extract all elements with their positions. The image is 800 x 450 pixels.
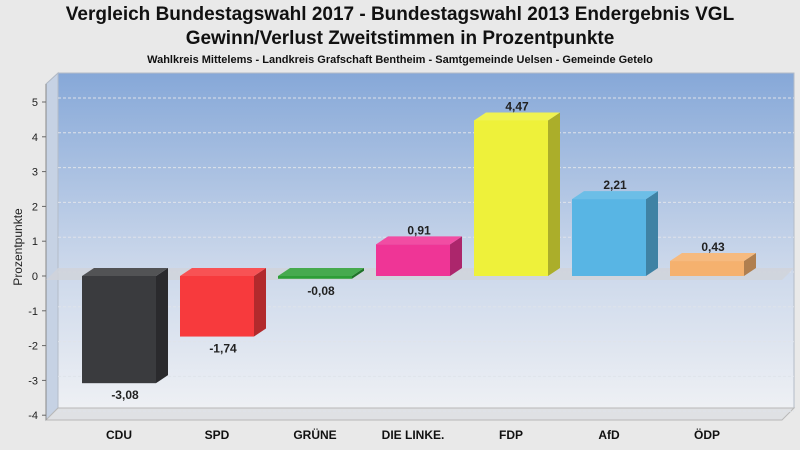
x-tick-label: SPD: [205, 428, 230, 442]
bar-top: [572, 191, 658, 200]
y-tick-label: -4: [28, 410, 38, 422]
y-tick-label: 1: [32, 236, 38, 248]
bar-top: [670, 253, 756, 262]
data-label: 0,91: [407, 223, 431, 237]
y-axis-label: Prozentpunkte: [11, 208, 25, 286]
bar-die-linke: [376, 236, 462, 276]
chart-title-line2: Gewinn/Verlust Zweitstimmen in Prozentpu…: [185, 28, 615, 49]
plot-floor: [44, 407, 796, 421]
x-tick-label: AfD: [598, 428, 620, 442]
bar-side: [156, 268, 168, 384]
bar-front: [376, 244, 450, 276]
bar-side: [744, 253, 756, 276]
y-tick-label: 5: [32, 97, 38, 109]
y-tick-label: 0: [32, 271, 38, 283]
y-tick-label: 2: [32, 201, 38, 213]
bar-cdu: [82, 268, 168, 384]
x-tick-label: DIE LINKE.: [382, 428, 445, 442]
data-label: -3,08: [111, 388, 139, 402]
bar-side: [646, 191, 658, 276]
bar-side: [352, 268, 364, 279]
y-tick-label: 3: [32, 167, 38, 179]
bar-top: [474, 112, 560, 121]
bar-fdp: [474, 112, 560, 276]
bar-front: [474, 120, 548, 276]
chart-title: Vergleich Bundestagswahl 2017 - Bundesta…: [65, 4, 735, 25]
bar-ödp: [670, 253, 756, 276]
data-label: 4,47: [505, 99, 529, 113]
data-label: 2,21: [603, 178, 627, 192]
bar-front: [180, 276, 254, 337]
x-tick-label: FDP: [499, 428, 523, 442]
bar-side: [548, 112, 560, 276]
bar-top: [278, 268, 364, 276]
chart-subtitle: Wahlkreis Mittelems - Landkreis Grafscha…: [147, 54, 653, 66]
bar-top: [376, 236, 462, 245]
bar-spd: [180, 268, 266, 337]
y-tick-label: -3: [28, 375, 38, 387]
plot-left-wall: [45, 71, 59, 422]
y-tick-label: -1: [28, 306, 38, 318]
data-label: 0,43: [701, 240, 725, 254]
x-tick-label: ÖDP: [694, 427, 720, 442]
bar-front: [82, 276, 156, 384]
bar-side: [450, 236, 462, 276]
y-tick-label: 4: [32, 132, 38, 144]
data-label: -0,08: [307, 284, 335, 298]
bar-side: [254, 268, 266, 337]
bar-front: [670, 261, 744, 276]
bar-front: [572, 199, 646, 276]
bar-top: [82, 268, 168, 276]
bar-front: [278, 276, 352, 279]
bar-grüne: [278, 268, 364, 279]
bar-afd: [572, 191, 658, 276]
bar-top: [180, 268, 266, 276]
data-label: -1,74: [209, 342, 237, 356]
x-tick-label: GRÜNE: [293, 427, 336, 442]
y-tick-label: -2: [28, 341, 38, 353]
x-tick-label: CDU: [106, 428, 132, 442]
